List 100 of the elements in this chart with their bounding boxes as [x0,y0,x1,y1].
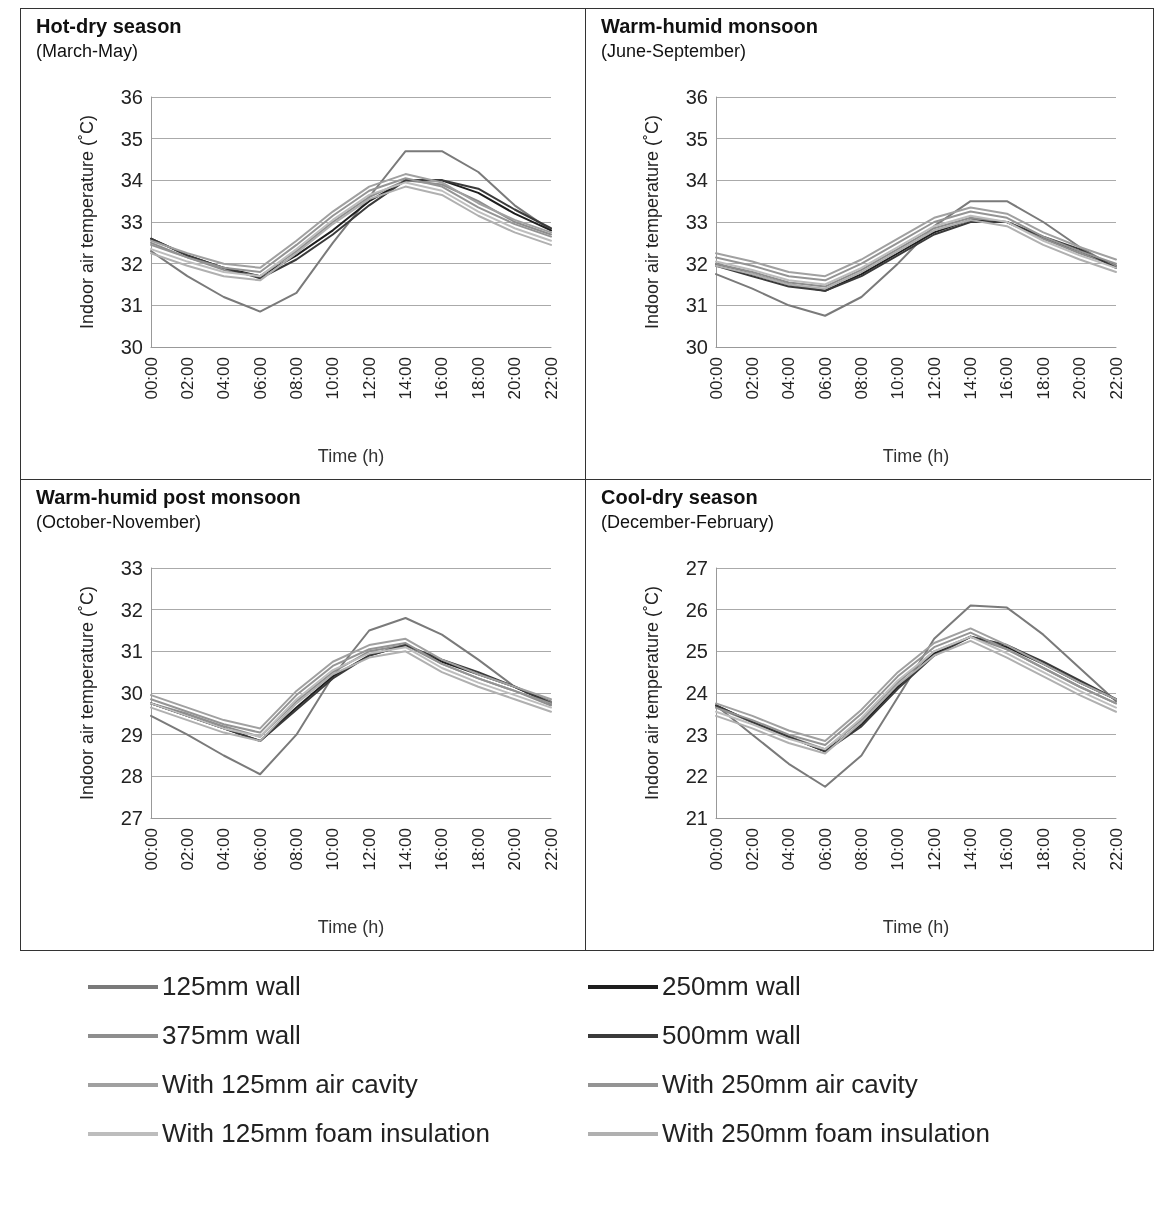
y-tick-label: 30 [120,336,143,358]
x-tick-label: 06:00 [815,828,835,871]
chart-title: Warm-humid post monsoon [36,486,301,508]
x-tick-label: 06:00 [250,828,270,871]
y-tick-label: 25 [685,640,708,663]
legend-label: With 250mm foam insulation [662,1118,991,1149]
x-tick-label: 18:00 [468,357,488,400]
y-tick-label: 26 [685,598,708,621]
x-tick-label: 00:00 [141,828,161,871]
y-tick-label: 33 [120,211,143,233]
y-tick-label: 34 [120,169,143,192]
x-tick-label: 08:00 [851,357,871,400]
x-tick-label: 18:00 [1033,828,1053,871]
x-tick-label: 18:00 [1033,357,1053,400]
y-axis-title: Indoor air temperature (˚C) [77,585,97,801]
y-tick-label: 28 [120,765,143,788]
x-axis-title: Time (h) [317,917,385,937]
chart-title: Warm-humid monsoon [601,15,819,37]
y-tick-label: 36 [120,86,143,108]
x-tick-label: 08:00 [286,828,306,871]
y-tick-label: 22 [685,765,708,788]
chart-subtitle: (October-November) [36,512,202,532]
y-tick-label: 31 [685,294,708,317]
x-tick-label: 08:00 [286,357,306,400]
y-tick-label: 32 [120,252,143,275]
chart-subtitle: (June-September) [601,41,747,61]
x-tick-label: 10:00 [323,357,343,400]
y-tick-label: 35 [120,127,143,150]
y-tick-label: 24 [685,682,708,704]
x-tick-label: 04:00 [779,357,799,400]
y-tick-label: 31 [120,294,143,317]
legend-label: 500mm wall [662,1020,801,1051]
x-tick-label: 20:00 [1070,357,1090,400]
x-tick-label: 16:00 [997,828,1017,871]
legend-label: 125mm wall [162,971,301,1002]
y-tick-label: 27 [685,557,708,579]
y-tick-label: 35 [685,127,708,150]
y-axis-title: Indoor air temperature (˚C) [642,114,662,330]
y-tick-label: 21 [685,807,708,829]
x-tick-label: 16:00 [997,357,1017,400]
x-tick-label: 10:00 [888,828,908,871]
x-tick-label: 00:00 [706,357,726,400]
x-tick-label: 04:00 [779,828,799,871]
x-tick-label: 22:00 [541,357,561,400]
x-tick-label: 22:00 [1106,357,1126,400]
x-axis-title: Time (h) [317,446,385,466]
x-tick-label: 12:00 [359,828,379,871]
x-tick-label: 16:00 [432,828,452,871]
x-tick-label: 14:00 [396,357,416,400]
y-tick-label: 33 [120,557,143,579]
y-axis-title: Indoor air temperature (˚C) [642,585,662,801]
x-tick-label: 12:00 [359,357,379,400]
x-axis-title: Time (h) [882,917,950,937]
x-tick-label: 20:00 [1070,828,1090,871]
x-tick-label: 04:00 [214,357,234,400]
y-tick-label: 32 [120,598,143,621]
chart-subtitle: (December-February) [601,512,775,532]
x-tick-label: 16:00 [432,357,452,400]
chart-title: Hot-dry season [36,15,182,37]
y-tick-label: 34 [685,169,708,192]
x-tick-label: 22:00 [541,828,561,871]
y-tick-label: 23 [685,723,708,746]
legend-label: 375mm wall [162,1020,301,1051]
chart-subtitle: (March-May) [36,41,138,61]
x-tick-label: 10:00 [323,828,343,871]
x-tick-label: 14:00 [396,828,416,871]
x-tick-label: 06:00 [250,357,270,400]
x-tick-label: 18:00 [468,828,488,871]
x-tick-label: 10:00 [888,357,908,400]
x-tick-label: 02:00 [742,357,762,400]
x-tick-label: 08:00 [851,828,871,871]
x-tick-label: 22:00 [1106,828,1126,871]
x-tick-label: 14:00 [961,357,981,400]
y-tick-label: 29 [120,723,143,746]
y-axis-title: Indoor air temperature (˚C) [77,114,97,330]
x-tick-label: 06:00 [815,357,835,400]
x-tick-label: 02:00 [177,357,197,400]
chart-title: Cool-dry season [601,486,758,508]
y-tick-label: 30 [685,336,708,358]
y-tick-label: 32 [685,252,708,275]
y-tick-label: 33 [685,211,708,233]
x-tick-label: 20:00 [505,828,525,871]
x-tick-label: 14:00 [961,828,981,871]
x-tick-label: 12:00 [924,828,944,871]
x-tick-label: 20:00 [505,357,525,400]
x-tick-label: 02:00 [742,828,762,871]
x-tick-label: 00:00 [706,828,726,871]
y-tick-label: 27 [120,807,143,829]
x-tick-label: 12:00 [924,357,944,400]
x-tick-label: 04:00 [214,828,234,871]
y-tick-label: 30 [120,682,143,704]
y-tick-label: 36 [685,86,708,108]
x-axis-title: Time (h) [882,446,950,466]
legend-label: With 125mm foam insulation [162,1118,491,1149]
x-tick-label: 00:00 [141,357,161,400]
legend-label: With 250mm air cavity [662,1069,918,1100]
y-tick-label: 31 [120,640,143,663]
legend-label: 250mm wall [662,971,801,1002]
legend-label: With 125mm air cavity [162,1069,418,1100]
x-tick-label: 02:00 [177,828,197,871]
